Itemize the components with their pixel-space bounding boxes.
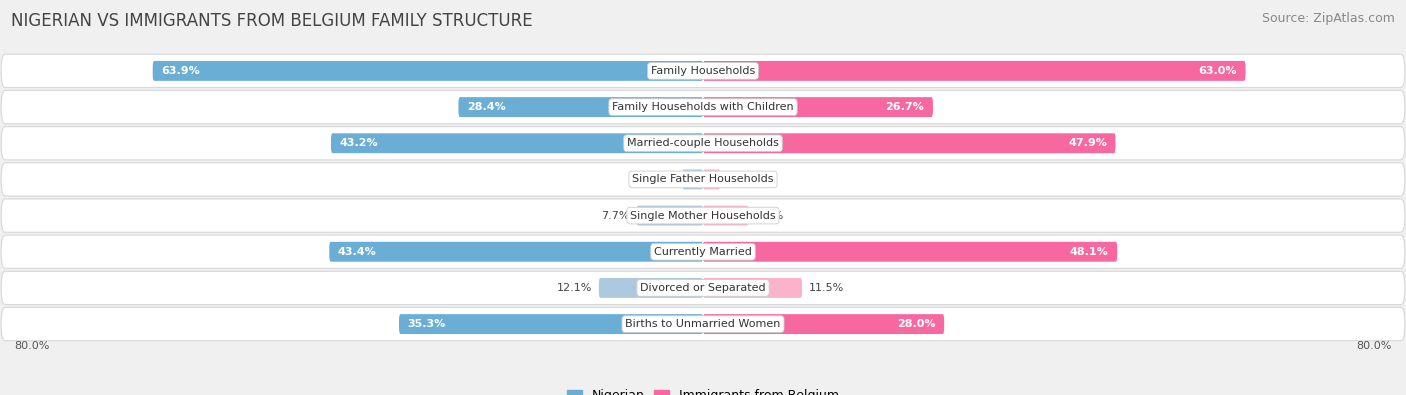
Text: 26.7%: 26.7% bbox=[886, 102, 924, 112]
FancyBboxPatch shape bbox=[153, 61, 703, 81]
Text: Currently Married: Currently Married bbox=[654, 247, 752, 257]
Text: NIGERIAN VS IMMIGRANTS FROM BELGIUM FAMILY STRUCTURE: NIGERIAN VS IMMIGRANTS FROM BELGIUM FAMI… bbox=[11, 12, 533, 30]
FancyBboxPatch shape bbox=[682, 169, 703, 189]
Text: Divorced or Separated: Divorced or Separated bbox=[640, 283, 766, 293]
FancyBboxPatch shape bbox=[637, 206, 703, 226]
FancyBboxPatch shape bbox=[703, 278, 801, 298]
Text: 2.4%: 2.4% bbox=[647, 175, 675, 184]
FancyBboxPatch shape bbox=[703, 61, 1246, 81]
Text: Single Mother Households: Single Mother Households bbox=[630, 211, 776, 220]
FancyBboxPatch shape bbox=[330, 133, 703, 153]
FancyBboxPatch shape bbox=[703, 314, 945, 334]
Legend: Nigerian, Immigrants from Belgium: Nigerian, Immigrants from Belgium bbox=[561, 384, 845, 395]
FancyBboxPatch shape bbox=[399, 314, 703, 334]
FancyBboxPatch shape bbox=[1, 307, 1405, 341]
FancyBboxPatch shape bbox=[703, 242, 1118, 262]
FancyBboxPatch shape bbox=[1, 235, 1405, 268]
Text: 47.9%: 47.9% bbox=[1069, 138, 1107, 148]
FancyBboxPatch shape bbox=[1, 90, 1405, 124]
Text: Single Father Households: Single Father Households bbox=[633, 175, 773, 184]
FancyBboxPatch shape bbox=[329, 242, 703, 262]
Text: 5.3%: 5.3% bbox=[755, 211, 783, 220]
FancyBboxPatch shape bbox=[599, 278, 703, 298]
Text: 28.0%: 28.0% bbox=[897, 319, 935, 329]
Text: Births to Unmarried Women: Births to Unmarried Women bbox=[626, 319, 780, 329]
FancyBboxPatch shape bbox=[703, 97, 934, 117]
Text: 35.3%: 35.3% bbox=[408, 319, 446, 329]
Text: Family Households: Family Households bbox=[651, 66, 755, 76]
Text: 12.1%: 12.1% bbox=[557, 283, 592, 293]
Text: 63.9%: 63.9% bbox=[162, 66, 200, 76]
FancyBboxPatch shape bbox=[1, 163, 1405, 196]
FancyBboxPatch shape bbox=[458, 97, 703, 117]
FancyBboxPatch shape bbox=[703, 206, 748, 226]
FancyBboxPatch shape bbox=[1, 127, 1405, 160]
FancyBboxPatch shape bbox=[1, 271, 1405, 305]
FancyBboxPatch shape bbox=[703, 133, 1115, 153]
FancyBboxPatch shape bbox=[1, 199, 1405, 232]
Text: Family Households with Children: Family Households with Children bbox=[612, 102, 794, 112]
Text: 80.0%: 80.0% bbox=[1357, 341, 1392, 351]
Text: 80.0%: 80.0% bbox=[14, 341, 49, 351]
Text: 43.2%: 43.2% bbox=[340, 138, 378, 148]
Text: 7.7%: 7.7% bbox=[602, 211, 630, 220]
Text: 43.4%: 43.4% bbox=[337, 247, 377, 257]
Text: Source: ZipAtlas.com: Source: ZipAtlas.com bbox=[1261, 12, 1395, 25]
Text: Married-couple Households: Married-couple Households bbox=[627, 138, 779, 148]
FancyBboxPatch shape bbox=[1, 54, 1405, 88]
Text: 2.0%: 2.0% bbox=[727, 175, 755, 184]
Text: 63.0%: 63.0% bbox=[1198, 66, 1237, 76]
Text: 48.1%: 48.1% bbox=[1070, 247, 1108, 257]
FancyBboxPatch shape bbox=[703, 169, 720, 189]
Text: 28.4%: 28.4% bbox=[467, 102, 506, 112]
Text: 11.5%: 11.5% bbox=[808, 283, 844, 293]
